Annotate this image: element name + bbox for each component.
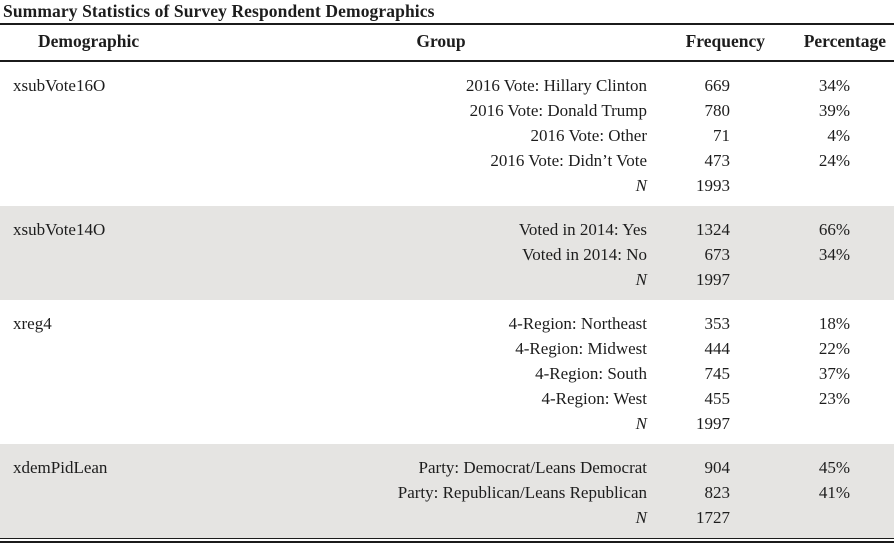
n-row: N 1727 — [0, 505, 894, 538]
n-value-cell: 1727 — [647, 505, 767, 538]
n-label: N — [235, 267, 647, 300]
percentage-cell: 34% — [818, 76, 850, 95]
group-cell: 4-Region: West — [541, 389, 647, 408]
empty-cell — [767, 173, 894, 206]
percentage-cell: 4% — [827, 126, 850, 145]
n-label: N — [635, 414, 647, 433]
group-cell: Party: Democrat/Leans Democrat — [235, 444, 647, 480]
frequency-cell: 455 — [704, 389, 731, 408]
frequency-cell: 669 — [704, 76, 731, 95]
percentage-cell: 41% — [767, 480, 894, 505]
frequency-cell: 1324 — [647, 206, 767, 242]
table-row: 2016 Vote: Donald Trump 780 39% — [0, 98, 894, 123]
n-value-cell: 1997 — [647, 267, 767, 300]
group-cell: Voted in 2014: Yes — [235, 206, 647, 242]
table-row: 4-Region: West 455 23% — [0, 386, 894, 411]
percentage-cell: 24% — [818, 151, 850, 170]
group-cell: 4-Region: Northeast — [508, 314, 647, 333]
n-row: N 1997 — [0, 267, 894, 300]
percentage-cell: 39% — [818, 101, 850, 120]
empty-cell — [767, 267, 894, 300]
table-row: xsubVote14O Voted in 2014: Yes 1324 66% — [0, 206, 894, 300]
demographic-label: xreg4 — [13, 314, 52, 333]
percentage-cell: 45% — [767, 444, 894, 480]
frequency-cell: 71 — [713, 126, 730, 145]
frequency-cell: 904 — [647, 444, 767, 480]
group-cell: 2016 Vote: Didn’t Vote — [490, 151, 647, 170]
empty-cell — [767, 411, 894, 444]
col-header-demographic: Demographic — [0, 25, 235, 62]
frequency-cell: 745 — [704, 364, 731, 383]
table-row: 2016 Vote: Other 71 4% — [0, 123, 894, 148]
block-xsubVote14O: xsubVote14O Voted in 2014: Yes 1324 66% Vote… — [0, 206, 894, 300]
block-xreg4: xreg4 4-Region: Northeast 353 18% 4-Region: … — [0, 300, 894, 444]
table-row: 2016 Vote: Didn’t Vote 473 24% — [0, 148, 894, 173]
title-rule — [0, 23, 894, 25]
group-cell: 2016 Vote: Other — [530, 126, 647, 145]
percentage-cell: 66% — [767, 206, 894, 242]
percentage-cell: 37% — [818, 364, 850, 383]
group-cell: Voted in 2014: No — [235, 242, 647, 267]
table-row: Party: Republican/Leans Republican 823 41% — [0, 480, 894, 505]
group-cell: 4-Region: South — [535, 364, 647, 383]
demographic-label: xsubVote14O — [0, 206, 235, 300]
group-cell: 4-Region: Midwest — [515, 339, 647, 358]
percentage-cell: 34% — [767, 242, 894, 267]
page-title: Summary Statistics of Survey Respondent … — [3, 1, 435, 21]
table-row: 4-Region: Midwest 444 22% — [0, 336, 894, 361]
table-row: 4-Region: South 745 37% — [0, 361, 894, 386]
percentage-cell: 23% — [818, 389, 850, 408]
header-row: Demographic Group Frequency Percentage — [0, 25, 894, 62]
n-label: N — [635, 176, 647, 195]
col-header-group: Group — [235, 25, 647, 62]
table-row: xdemPidLean Party: Democrat/Leans Democra… — [0, 444, 894, 538]
demographic-label: xdemPidLean — [0, 444, 235, 538]
n-value-cell: 1997 — [696, 414, 730, 433]
group-cell: 2016 Vote: Hillary Clinton — [465, 76, 647, 95]
demographic-label: xsubVote16O — [13, 76, 106, 95]
col-header-percentage: Percentage — [767, 25, 894, 62]
frequency-cell: 473 — [704, 151, 731, 170]
frequency-cell: 780 — [704, 101, 731, 120]
demographics-table: Demographic Group Frequency Percentage x… — [0, 25, 894, 538]
group-cell: 2016 Vote: Donald Trump — [469, 101, 647, 120]
table-row: Voted in 2014: No 673 34% — [0, 242, 894, 267]
block-xdemPidLean: xdemPidLean Party: Democrat/Leans Democra… — [0, 444, 894, 538]
n-row: N 1993 — [0, 173, 894, 206]
group-cell: Party: Republican/Leans Republican — [235, 480, 647, 505]
n-label: N — [235, 505, 647, 538]
percentage-cell: 22% — [818, 339, 850, 358]
n-value-cell: 1993 — [696, 176, 730, 195]
col-header-frequency: Frequency — [647, 25, 767, 62]
table-row: xsubVote16O 2016 Vote: Hillary Clinton 669… — [0, 61, 894, 98]
frequency-cell: 673 — [647, 242, 767, 267]
percentage-cell: 18% — [818, 314, 850, 333]
empty-cell — [767, 505, 894, 538]
block-xsubVote16O: xsubVote16O 2016 Vote: Hillary Clinton 669… — [0, 61, 894, 206]
frequency-cell: 823 — [647, 480, 767, 505]
frequency-cell: 353 — [704, 314, 731, 333]
bottom-double-rule — [0, 538, 894, 543]
n-row: N 1997 — [0, 411, 894, 444]
table-row: xreg4 4-Region: Northeast 353 18% — [0, 300, 894, 336]
frequency-cell: 444 — [704, 339, 731, 358]
